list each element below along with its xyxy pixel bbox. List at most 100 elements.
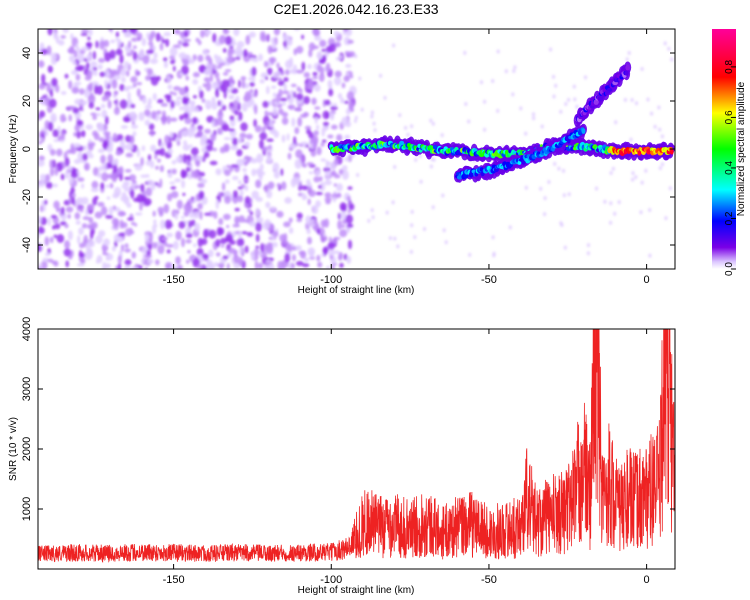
heatmap-noise-cell	[344, 100, 349, 104]
heatmap-noise-cell	[46, 82, 51, 93]
heatmap-noise-cell	[379, 73, 383, 78]
heatmap-noise-cell	[198, 190, 205, 200]
heatmap-noise-cell	[271, 41, 276, 51]
heatmap-noise-cell	[239, 189, 244, 196]
heatmap-noise-cell	[92, 130, 98, 137]
heatmap-noise-cell	[236, 41, 245, 48]
heatmap-noise-cell	[105, 214, 114, 219]
heatmap-noise-cell	[117, 38, 122, 47]
heatmap-noise-cell	[192, 117, 198, 125]
heatmap-noise-cell	[159, 165, 164, 173]
heatmap-noise-cell	[114, 218, 120, 227]
heatmap-noise-cell	[238, 137, 243, 144]
heatmap-noise-cell	[224, 148, 229, 153]
heatmap-noise-cell	[358, 76, 362, 81]
heatmap-noise-cell	[442, 228, 446, 233]
heatmap-noise-cell	[41, 73, 46, 84]
heatmap-noise-cell	[159, 147, 165, 157]
heatmap-noise-cell	[166, 232, 174, 238]
heatmap-noise-cell	[149, 76, 154, 80]
heatmap-noise-cell	[121, 76, 126, 83]
heatmap-noise-cell	[464, 102, 468, 106]
heatmap-noise-cell	[142, 97, 147, 105]
heatmap-noise-cell	[640, 180, 644, 185]
heatmap-noise-cell	[312, 45, 319, 50]
heatmap-noise-cell	[166, 95, 172, 103]
heatmap-noise-cell	[57, 135, 62, 141]
heatmap-noise-cell	[341, 165, 348, 172]
heatmap-noise-cell	[232, 190, 238, 198]
heatmap-noise-cell	[68, 177, 74, 184]
heatmap-noise-cell	[39, 205, 44, 213]
heatmap-noise-cell	[265, 121, 270, 125]
heatmap-noise-cell	[322, 139, 327, 143]
heatmap-noise-cell	[491, 235, 495, 240]
heatmap-noise-cell	[60, 35, 66, 39]
heatmap-noise-cell	[326, 265, 330, 269]
heatmap-noise-cell	[90, 187, 99, 193]
heatmap-noise-cell	[345, 63, 352, 68]
heatmap-noise-cell	[95, 40, 99, 49]
heatmap-noise-cell	[257, 217, 264, 224]
heatmap-noise-cell	[192, 211, 201, 219]
heatmap-noise-cell	[311, 205, 317, 209]
heatmap-noise-cell	[104, 52, 112, 62]
heatmap-noise-cell	[215, 199, 219, 210]
heatmap-noise-cell	[371, 215, 375, 220]
heatmap-noise-cell	[220, 237, 227, 245]
heatmap-noise-cell	[281, 102, 287, 106]
heatmap-noise-cell	[157, 206, 164, 213]
heatmap-noise-cell	[306, 228, 311, 235]
heatmap-noise-cell	[511, 92, 515, 97]
heatmap-noise-cell	[496, 108, 500, 113]
heatmap-noise-cell	[124, 248, 131, 253]
heatmap-noise-cell	[124, 31, 132, 37]
y-tick-label: -20	[21, 189, 33, 205]
heatmap-noise-cell	[90, 61, 98, 68]
heatmap-noise-cell	[77, 65, 85, 71]
spectrogram-x-axis: -150 -100 -50 0	[163, 29, 650, 286]
heatmap-noise-cell	[224, 195, 231, 204]
heatmap-noise-cell	[38, 226, 45, 234]
heatmap-noise-cell	[87, 143, 94, 151]
heatmap-noise-cell	[179, 72, 183, 76]
heatmap-noise-cell	[220, 83, 228, 93]
heatmap-noise-cell	[325, 45, 333, 54]
heatmap-noise-cell	[136, 32, 143, 41]
heatmap-noise-cell	[440, 133, 444, 138]
heatmap-noise-cell	[391, 200, 395, 205]
heatmap-noise-cell	[321, 127, 326, 137]
heatmap-noise-cell	[94, 211, 103, 219]
heatmap-noise-cell	[248, 31, 256, 38]
heatmap-noise-cell	[215, 168, 222, 176]
heatmap-noise-cell	[46, 45, 52, 55]
heatmap-noise-cell	[119, 172, 123, 182]
heatmap-noise-cell	[112, 193, 119, 199]
heatmap-noise-cell	[276, 62, 280, 69]
heatmap-noise-cell	[147, 154, 152, 162]
heatmap-noise-cell	[132, 51, 138, 61]
heatmap-noise-cell	[293, 91, 296, 99]
heatmap-noise-cell	[103, 238, 110, 246]
heatmap-noise-cell	[463, 50, 467, 55]
heatmap-noise-cell	[230, 144, 239, 151]
heatmap-noise-cell	[100, 182, 105, 190]
heatmap-noise-cell	[144, 109, 151, 117]
heatmap-noise-cell	[122, 29, 128, 33]
heatmap-noise-cell	[273, 170, 280, 179]
heatmap-noise-cell	[233, 29, 240, 37]
heatmap-noise-cell	[81, 197, 89, 205]
heatmap-noise-cell	[594, 186, 599, 191]
heatmap-noise-cell	[324, 218, 330, 228]
heatmap-noise-cell	[79, 242, 85, 249]
heatmap-noise-cell	[50, 88, 53, 98]
heatmap-noise-cell	[146, 32, 150, 39]
heatmap-noise-cell	[136, 88, 141, 97]
heatmap-noise-cell	[142, 55, 150, 65]
heatmap-noise-cell	[205, 81, 212, 92]
heatmap-noise-cell	[206, 262, 213, 269]
heatmap-noise-cell	[272, 231, 279, 238]
heatmap-noise-cell	[320, 158, 327, 162]
heatmap-noise-cell	[623, 97, 628, 102]
heatmap-noise-cell	[255, 179, 261, 189]
